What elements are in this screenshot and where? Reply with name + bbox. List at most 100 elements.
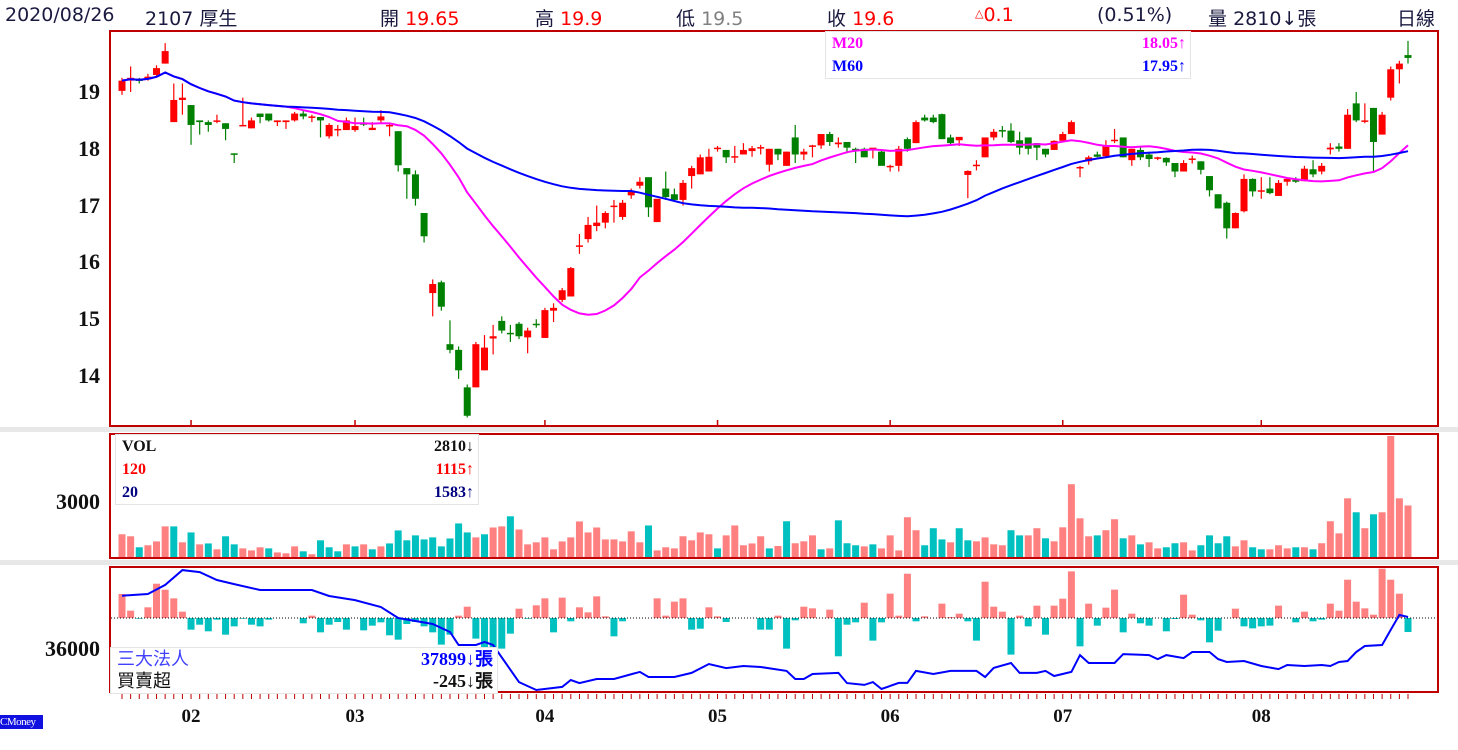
net-buy-bar — [800, 606, 808, 618]
net-buy-bar — [662, 615, 670, 618]
candle-body — [670, 194, 678, 200]
candle — [265, 113, 273, 122]
volume-legend: VOL 2810↓ 120 1115↑ 20 1583↑ — [115, 434, 479, 505]
volume-bar — [1309, 549, 1317, 557]
volume-bar — [368, 549, 376, 557]
net-sell-bar — [1257, 618, 1265, 627]
candle-body — [1335, 146, 1343, 149]
net-sell-bar — [1197, 618, 1205, 621]
candle — [791, 124, 799, 163]
volume-bar — [351, 546, 359, 557]
candle — [1318, 163, 1326, 175]
volume-bar — [222, 536, 230, 557]
candle-body — [1257, 190, 1265, 192]
net-sell-bar — [550, 618, 558, 633]
candle-body — [161, 51, 169, 64]
candle — [550, 303, 558, 323]
candle — [498, 316, 506, 334]
candle-body — [921, 117, 929, 121]
volume-bar — [446, 538, 454, 557]
close-label: 收 — [827, 8, 847, 30]
net-sell-bar — [1309, 618, 1317, 622]
candle-body — [955, 136, 963, 141]
candle — [1344, 109, 1352, 149]
candle-body — [386, 124, 394, 127]
candle — [541, 307, 549, 338]
net-sell-bar — [722, 618, 730, 622]
candle-body — [1249, 178, 1257, 192]
net-buy-bar — [895, 615, 903, 618]
candle-body — [1352, 103, 1360, 121]
candle-body — [308, 116, 316, 118]
price-axis-label: 18 — [78, 135, 100, 161]
candle-body — [1162, 157, 1170, 163]
volume-bar — [282, 553, 290, 557]
net-sell-bar — [1024, 618, 1032, 627]
net-buy-bar — [463, 606, 471, 618]
volume-bar — [886, 535, 894, 557]
candle — [291, 111, 299, 122]
volume-bar — [524, 544, 532, 557]
candle-body — [627, 191, 635, 196]
candle — [705, 148, 713, 172]
volume-bar — [1024, 535, 1032, 557]
candle-body — [1180, 163, 1188, 172]
net-sell-bar — [1266, 618, 1274, 626]
candle-body — [981, 137, 989, 158]
candle — [636, 177, 644, 189]
net-buy-bar — [1067, 571, 1075, 618]
volume-bar — [1171, 543, 1179, 557]
candle — [317, 116, 325, 138]
candle-body — [834, 142, 842, 145]
net-sell-bar — [325, 618, 333, 625]
candle-body — [204, 122, 212, 125]
candle — [731, 145, 739, 163]
volume-bar — [1007, 530, 1015, 557]
candle — [1059, 131, 1067, 141]
volume-bar — [964, 540, 972, 557]
net-buy-bar — [1050, 605, 1058, 618]
candle-body — [705, 156, 713, 172]
volume-bar — [610, 539, 618, 557]
volume-bar — [463, 532, 471, 557]
volume-bar — [1180, 542, 1188, 557]
candle — [998, 126, 1006, 138]
volume-bar — [196, 544, 204, 557]
net-buy-bar — [144, 607, 152, 618]
candle-body — [860, 148, 868, 158]
net-buy-bar — [575, 607, 583, 618]
volume-bar — [1326, 521, 1334, 557]
price-axis-label: 17 — [78, 192, 100, 218]
net-sell-bar — [256, 618, 264, 627]
candle — [420, 212, 428, 243]
net-buy-bar — [532, 605, 540, 618]
volume-bar — [1292, 547, 1300, 557]
candle-body — [558, 290, 566, 300]
up-triangle-icon: △ — [975, 7, 984, 20]
volume-bar — [1249, 547, 1257, 557]
candle — [325, 123, 333, 139]
x-axis — [121, 420, 1409, 699]
candle — [644, 177, 652, 217]
candle — [230, 153, 238, 163]
holdings-line — [121, 569, 1409, 692]
candle-body — [1059, 134, 1067, 141]
volume-bar — [1318, 543, 1326, 557]
candle — [1257, 177, 1265, 199]
period-selector[interactable]: 日線 — [1397, 8, 1436, 30]
net-sell-bar — [196, 618, 204, 625]
volume-bar — [317, 540, 325, 557]
net-sell-bar — [834, 618, 842, 657]
vol-value: 2810↓ — [434, 438, 474, 455]
net-sell-bar — [187, 618, 195, 630]
candle-body — [1197, 161, 1205, 170]
net-sell-bar — [1249, 618, 1257, 629]
candle — [472, 341, 480, 388]
volume-bar — [541, 537, 549, 557]
candle — [1154, 156, 1162, 161]
candle-body — [843, 141, 851, 148]
net-buy-bar — [1128, 613, 1136, 618]
net-sell-bar — [1240, 618, 1248, 627]
candle-body — [929, 117, 937, 123]
